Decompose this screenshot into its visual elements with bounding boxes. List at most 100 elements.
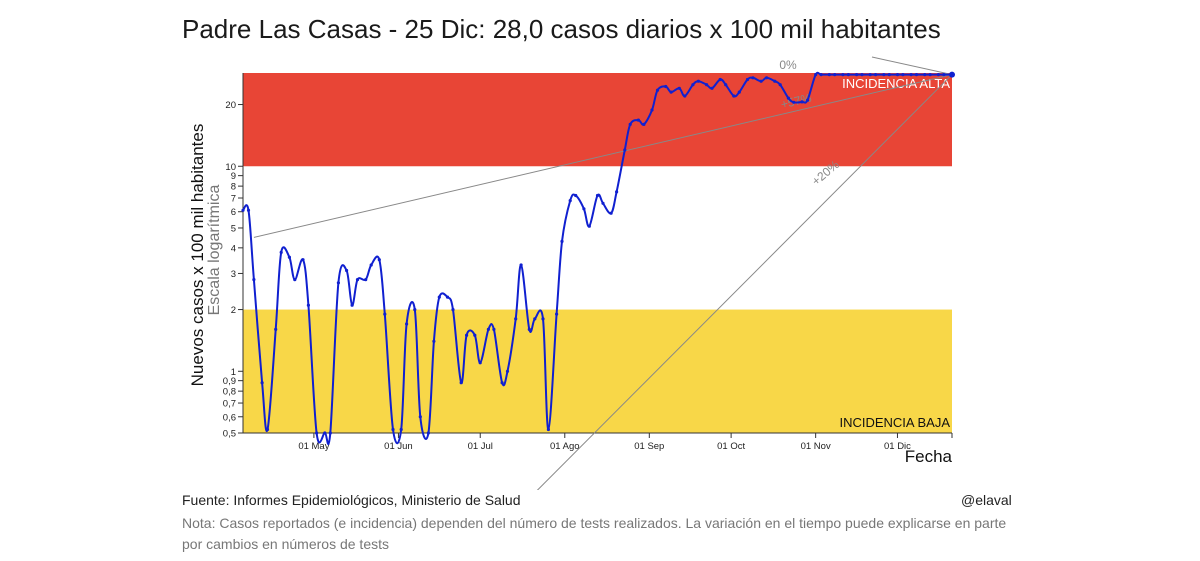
data-point [759, 79, 763, 83]
data-point [923, 73, 927, 77]
data-point [696, 79, 701, 83]
y-tick-label: 6 [231, 207, 236, 218]
data-point [252, 278, 256, 282]
x-tick-label: 01 Sep [634, 441, 664, 452]
data-point [377, 258, 381, 262]
data-point [486, 327, 490, 331]
data-point [246, 208, 251, 212]
y-tick-label: 20 [225, 100, 236, 111]
data-point [560, 239, 564, 243]
annotation-label: 0% [779, 58, 797, 72]
data-point [882, 73, 886, 77]
data-point [745, 77, 750, 82]
y-tick-label: 9 [231, 171, 236, 182]
data-point [500, 381, 504, 385]
data-point [355, 278, 360, 282]
y-tick-label: 0,7 [223, 399, 236, 410]
data-point [287, 255, 291, 259]
data-point [426, 431, 430, 435]
data-point [574, 193, 578, 198]
data-point [328, 431, 332, 435]
data-point [445, 295, 450, 299]
source-note: Fuente: Informes Epidemiológicos, Minist… [182, 492, 521, 508]
data-point [846, 73, 851, 77]
x-tick-label: 01 Ago [550, 441, 580, 452]
y-tick-label: 0,9 [223, 376, 236, 387]
data-point [724, 83, 728, 87]
data-point [683, 94, 687, 98]
data-point [432, 339, 436, 343]
data-point [274, 327, 278, 331]
data-point [399, 427, 403, 432]
incidence-band [243, 73, 952, 167]
data-point [887, 73, 891, 77]
data-point [705, 83, 709, 87]
latest-data-point [949, 71, 955, 78]
data-point [473, 333, 477, 337]
data-point [765, 76, 769, 80]
data-point [541, 317, 545, 321]
data-point [350, 303, 354, 307]
data-point [451, 308, 455, 312]
data-point [555, 312, 559, 316]
data-point [519, 263, 523, 267]
x-tick-label: 01 Dic [884, 441, 911, 452]
data-point [895, 73, 900, 77]
data-point [437, 295, 441, 299]
data-point [800, 100, 804, 104]
y-tick-label: 5 [231, 223, 236, 234]
data-point [773, 79, 777, 83]
series-layer [241, 71, 955, 445]
data-point [279, 250, 283, 254]
annotation-line [871, 56, 953, 76]
data-point [345, 268, 349, 273]
annotation-line [536, 74, 953, 490]
x-axis-label: Fecha [905, 447, 953, 466]
data-point [492, 327, 496, 331]
data-point [814, 73, 818, 77]
data-point [582, 207, 586, 211]
data-point [636, 118, 641, 122]
data-point [928, 73, 932, 77]
chart-title: Padre Las Casas - 25 Dic: 28,0 casos dia… [182, 14, 941, 44]
data-point [315, 431, 319, 435]
data-point [786, 96, 791, 100]
data-point [383, 312, 387, 316]
data-point [710, 86, 714, 90]
x-tick-label: 01 Jul [468, 441, 493, 452]
y-tick-label: 0,6 [223, 412, 236, 423]
data-point [669, 90, 673, 94]
data-point [413, 308, 417, 312]
data-point [364, 278, 368, 282]
chart-svg: INCIDENCIA ALTA INCIDENCIA BAJA 0,5 0,6 0,7… [188, 56, 955, 490]
y-tick-label: 4 [231, 243, 236, 254]
y-axis-scale-label: Escala logarítmica [206, 185, 223, 316]
author-handle[interactable]: @elaval [961, 492, 1012, 508]
data-point [819, 73, 823, 77]
y-tick-label: 2 [231, 305, 236, 316]
data-point [855, 73, 859, 77]
data-point [260, 381, 264, 385]
y-tick-label: 3 [231, 269, 236, 280]
data-point [459, 381, 463, 385]
data-point [615, 190, 619, 194]
data-point [942, 73, 946, 77]
data-point [405, 322, 409, 326]
data-point [732, 94, 736, 98]
data-point [655, 88, 660, 92]
tests-note: Nota: Casos reportados (e incidencia) de… [182, 515, 1007, 552]
data-point [601, 201, 605, 205]
data-point [465, 333, 469, 337]
annotation-line [253, 74, 953, 238]
x-tick-label: 01 Jun [384, 441, 413, 452]
x-tick-label: 01 Nov [801, 441, 831, 452]
chart-labels: Fecha Nuevos casos x 100 mil habitantes Es… [188, 124, 953, 466]
data-point [650, 108, 654, 112]
y-axis-label: Nuevos casos x 100 mil habitantes [188, 124, 207, 387]
data-point [391, 427, 395, 432]
data-point [833, 73, 837, 77]
x-tick-label: 01 May [298, 441, 329, 452]
data-point [778, 83, 782, 87]
data-point [805, 98, 810, 102]
data-point [936, 73, 941, 77]
